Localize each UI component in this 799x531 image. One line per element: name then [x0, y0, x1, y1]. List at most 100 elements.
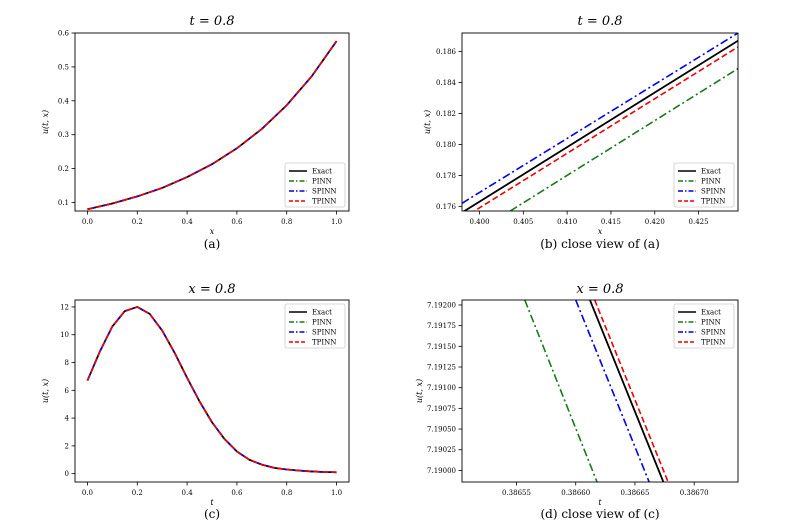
y-tick-label: 0.2 [58, 165, 69, 173]
x-tick-label: 0.0 [82, 489, 93, 497]
chart-panel-d: x = 0.8 0.38655 0.38660 0.38665 0.38670 7.190… [415, 282, 739, 521]
y-tick-label: 0.4 [58, 97, 70, 105]
plot-frame [461, 32, 739, 212]
series-line-spinn [574, 300, 650, 482]
y-tick-label: 0.5 [58, 63, 69, 71]
series-line-tpinn [86, 306, 337, 474]
plot-frame [74, 299, 350, 483]
x-tick-label: 0.2 [132, 489, 143, 497]
legend-box [284, 303, 346, 349]
y-axis-label: u(t, x) [41, 379, 50, 403]
y-tick-label: 7.19050 [427, 426, 456, 434]
y-tick-label: 0.176 [436, 203, 457, 211]
series-line-spinn [87, 40, 338, 211]
plot-frame [74, 32, 350, 212]
x-tick-label: 0.415 [601, 218, 621, 226]
y-tick-label: 4 [65, 415, 70, 423]
x-tick-label: 1.0 [331, 218, 342, 226]
legend: Exact PINN SPINN TPINN [673, 303, 735, 349]
x-tick-label: 0.405 [513, 218, 533, 226]
legend-label-tpinn: TPINN [701, 198, 725, 206]
x-axis-label: t [598, 498, 602, 507]
y-tick-label: 0.1 [58, 199, 69, 207]
plot-frame [461, 299, 739, 483]
series-line-tpinn [472, 46, 738, 211]
legend-box [673, 162, 735, 208]
legend-label-pinn: PINN [701, 319, 721, 327]
y-tick-label: 7.19025 [427, 446, 456, 454]
y-tick-label: 7.19100 [427, 384, 456, 392]
legend-label-spinn: SPINN [312, 188, 337, 196]
x-tick-label: 0.425 [689, 218, 709, 226]
y-tick-label: 8 [65, 359, 69, 367]
x-tick-label: 0.6 [231, 489, 243, 497]
x-tick-label: 0.400 [470, 218, 490, 226]
series-group [87, 40, 338, 211]
legend-label-spinn: SPINN [701, 329, 726, 337]
y-tick-label: 6 [65, 387, 70, 395]
y-axis-label: u(t, x) [423, 110, 432, 134]
x-tick-label: 0.38655 [502, 489, 531, 497]
legend-label-exact: Exact [701, 309, 721, 317]
chart-panel-b: t = 0.8 0.400 0.405 0.410 0.415 0.420 0.425 0.1… [423, 14, 739, 251]
x-tick-label: 0.38660 [561, 489, 590, 497]
legend: Exact PINN SPINN TPINN [673, 162, 735, 208]
x-tick-label: 0.420 [645, 218, 665, 226]
y-tick-label: 0.180 [436, 141, 456, 149]
series-line-exact [462, 39, 738, 211]
chart-panel-c: x = 0.8 0.0 0.2 0.4 0.6 0.8 1.0 0 2 4 6 8 10 12 t u(t, … [41, 282, 350, 521]
x-tick-label: 0.38665 [620, 489, 649, 497]
chart-title: t = 0.8 [189, 14, 234, 29]
x-tick-label: 0.410 [557, 218, 577, 226]
series-group [86, 306, 337, 474]
legend-box [284, 162, 346, 208]
y-tick-label: 0.182 [436, 110, 456, 118]
x-tick-label: 1.0 [331, 489, 342, 497]
series-line-exact [589, 300, 665, 482]
series-line-spinn [462, 33, 738, 204]
legend-label-pinn: PINN [312, 178, 332, 186]
y-axis-label: u(t, x) [41, 110, 50, 134]
x-axis-label: x [598, 227, 603, 236]
legend: Exact PINN SPINN TPINN [284, 303, 346, 349]
x-tick-label: 0.8 [281, 489, 292, 497]
y-tick-label: 7.19175 [427, 322, 456, 330]
legend-label-pinn: PINN [312, 319, 332, 327]
x-tick-label: 0.6 [231, 218, 243, 226]
panel-caption: (a) [204, 237, 221, 251]
y-axis-label: u(t, x) [415, 379, 424, 403]
y-tick-label: 12 [60, 303, 69, 311]
x-tick-label: 0.8 [281, 218, 292, 226]
x-axis-label: x [210, 227, 215, 236]
chart-panel-a: t = 0.8 0.0 0.2 0.4 0.6 0.8 1.0 0.1 0.2 0.3 0.4 0.5… [41, 14, 350, 251]
x-tick-label: 0.0 [82, 218, 93, 226]
panel-caption: (b) close view of (a) [540, 237, 660, 251]
legend-label-exact: Exact [312, 168, 332, 176]
legend-label-exact: Exact [701, 168, 721, 176]
y-tick-label: 0.3 [58, 131, 69, 139]
panel-caption: (c) [204, 507, 220, 521]
y-tick-label: 7.19200 [427, 301, 456, 309]
y-tick-label: 7.19000 [427, 467, 456, 475]
x-tick-label: 0.4 [182, 489, 194, 497]
legend-label-tpinn: TPINN [701, 339, 725, 347]
x-tick-label: 0.4 [182, 218, 194, 226]
x-axis-label: t [210, 498, 214, 507]
series-line-pinn [509, 67, 738, 211]
chart-title: t = 0.8 [577, 14, 622, 29]
series-line-pinn [524, 300, 598, 482]
legend-label-tpinn: TPINN [312, 198, 336, 206]
legend: Exact PINN SPINN TPINN [284, 162, 346, 208]
series-group [524, 300, 669, 482]
y-tick-label: 0.186 [436, 48, 457, 56]
y-tick-label: 7.19125 [427, 364, 456, 372]
x-tick-label: 0.2 [132, 218, 143, 226]
y-tick-label: 7.19150 [427, 343, 456, 351]
panel-caption: (d) close view of (c) [540, 507, 659, 521]
y-tick-label: 0.178 [436, 172, 456, 180]
y-tick-label: 0.184 [436, 79, 457, 87]
legend-label-pinn: PINN [701, 178, 721, 186]
y-tick-label: 10 [60, 331, 69, 339]
y-tick-label: 2 [65, 442, 69, 450]
